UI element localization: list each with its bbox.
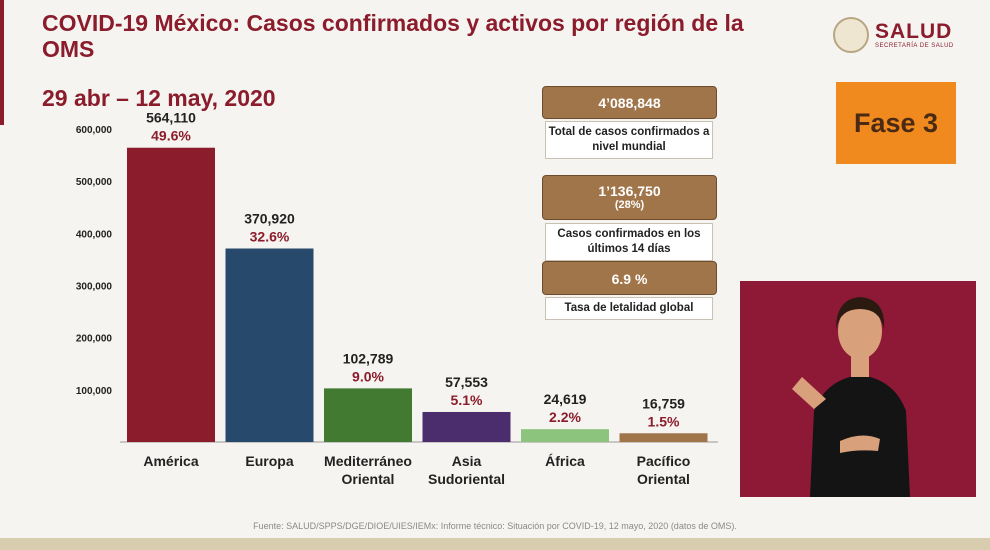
- logo-text: SALUD: [875, 20, 953, 43]
- lethality-value: 6.9 %: [542, 261, 717, 295]
- bar-percent-label: 32.6%: [250, 229, 290, 245]
- bar-value-label: 16,759: [642, 395, 685, 411]
- x-category-label: Oriental: [342, 471, 395, 487]
- total-cases-value: 4’088,848: [542, 86, 717, 119]
- bar: [521, 429, 609, 442]
- date-range: 29 abr – 12 may, 2020: [42, 85, 276, 111]
- logo-tagline: SECRETARÍA DE SALUD: [875, 43, 954, 49]
- bar-percent-label: 9.0%: [352, 368, 384, 384]
- y-tick-label: 400,000: [76, 229, 113, 240]
- recent-cases-value: 1’136,750: [598, 183, 661, 199]
- bar-value-label: 370,920: [244, 211, 295, 227]
- x-category-label: América: [143, 453, 198, 469]
- x-category-label: Asia: [452, 453, 482, 469]
- left-accent-strip: [0, 0, 4, 125]
- bar: [127, 147, 215, 443]
- recent-cases-box: 1’136,750 (28%): [542, 175, 717, 220]
- x-category-label: Oriental: [637, 471, 690, 487]
- bar-percent-label: 2.2%: [549, 409, 581, 425]
- bar-percent-label: 49.6%: [151, 128, 191, 144]
- bar-value-label: 57,553: [445, 374, 488, 390]
- bar: [225, 248, 314, 442]
- y-tick-label: 500,000: [76, 177, 113, 188]
- source-footnote: Fuente: SALUD/SPPS/DGE/DIOE/UIES/IEMx: I…: [253, 521, 737, 531]
- eagle-seal-icon: [833, 17, 869, 53]
- recent-cases-label: Casos confirmados en los últimos 14 días: [545, 223, 713, 261]
- bottom-band: [0, 538, 990, 550]
- bar-value-label: 102,789: [343, 350, 394, 366]
- x-category-label: Sudoriental: [428, 471, 505, 487]
- salud-logo: SALUD SECRETARÍA DE SALUD: [833, 17, 954, 53]
- page-title: COVID-19 México: Casos confirmados y act…: [42, 10, 744, 62]
- x-category-label: África: [545, 453, 585, 469]
- total-cases-label: Total de casos confirmados a nivel mundi…: [545, 121, 713, 159]
- x-category-label: Mediterráneo: [324, 453, 412, 469]
- x-category-label: Europa: [245, 453, 293, 469]
- x-category-label: Pacífico: [637, 453, 691, 469]
- sign-language-interpreter-video: [740, 281, 976, 497]
- recent-cases-pct: (28%): [614, 199, 645, 211]
- y-tick-label: 100,000: [76, 386, 113, 397]
- bar-value-label: 564,110: [146, 110, 196, 126]
- y-tick-label: 300,000: [76, 282, 113, 293]
- bar: [324, 388, 412, 442]
- y-tick-label: 200,000: [76, 334, 113, 345]
- bar-value-label: 24,619: [544, 391, 587, 407]
- bar-percent-label: 1.5%: [648, 413, 680, 429]
- bar: [422, 411, 511, 442]
- bar: [619, 433, 708, 442]
- lethality-label: Tasa de letalidad global: [545, 297, 713, 320]
- phase-badge: Fase 3: [836, 82, 956, 164]
- bar-percent-label: 5.1%: [451, 392, 483, 408]
- y-tick-label: 600,000: [76, 125, 113, 136]
